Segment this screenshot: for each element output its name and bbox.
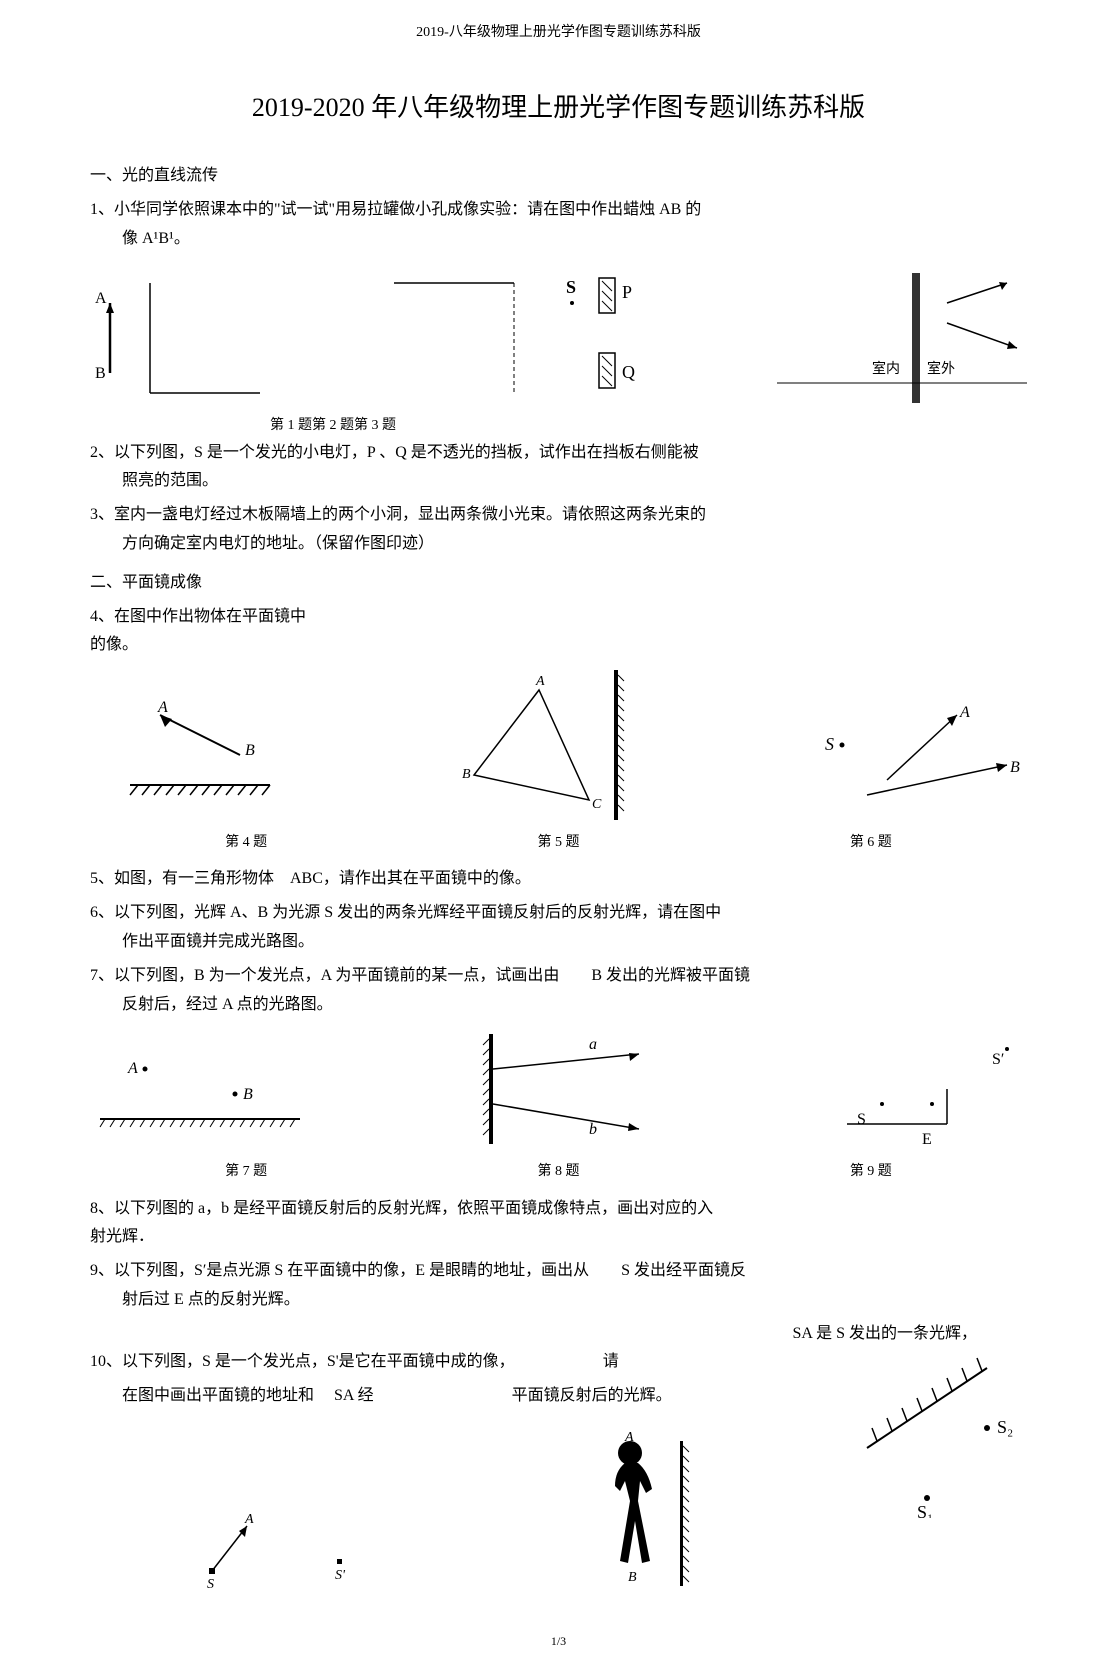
- q10-text-1b: 请: [603, 1353, 619, 1370]
- q4-text-1: 4、在图中作出物体在平面镜中: [90, 608, 306, 625]
- caption-row-456: 第 4 题 第 5 题 第 6 题: [90, 830, 1027, 855]
- q2-text-1: 2、以下列图，S 是一个发光的小电灯，P 、Q 是不透光的挡板，试作出在挡板右侧…: [90, 444, 699, 461]
- fig3-label-indoor: 室内: [872, 360, 900, 377]
- figure-3: 室内 室外 墙: [777, 273, 1027, 403]
- fig9-label-e: E: [922, 1131, 932, 1148]
- q6-text-2: 作出平面镜并完成光路图。: [90, 933, 314, 950]
- question-9: 9、以下列图，S′是点光源 S 在平面镜中的像，E 是眼睛的地址，画出从 S 发…: [90, 1257, 1027, 1315]
- fig6-label-a: A: [959, 704, 970, 721]
- fig6-label-s: S: [825, 734, 834, 754]
- q1-text-line1: 1、小华同学依照课本中的"试一试"用易拉罐做小孔成像实验：请在图中作出蜡烛 AB…: [90, 201, 701, 218]
- question-4: 4、在图中作出物体在平面镜中 的像。: [90, 603, 1027, 661]
- q7-text-2: 反射后，经过 A 点的光路图。: [90, 996, 333, 1013]
- fig6-label-b: B: [1010, 759, 1020, 776]
- fig5-label-b: B: [462, 767, 471, 782]
- figure-10b: A B: [590, 1431, 720, 1591]
- question-1: 1、小华同学依照课本中的"试一试"用易拉罐做小孔成像实验：请在图中作出蜡烛 AB…: [90, 196, 1027, 254]
- fig8-label-a: a: [589, 1036, 597, 1053]
- caption-5: 第 5 题: [404, 830, 713, 855]
- fig9-label-s: S: [857, 1111, 866, 1128]
- caption-123: 第 1 题第 2 题第 3 题: [90, 413, 1027, 438]
- question-3: 3、室内一盏电灯经过木板隔墙上的两个小洞，显出两条微小光束。请依照这两条光束的 …: [90, 501, 1027, 559]
- fig10b-label-b: B: [628, 1570, 637, 1585]
- fig9-label-sp: S′: [992, 1051, 1004, 1068]
- question-10-row: 10、以下列图，S 是一个发光点，S'是它在平面镜中成的像， 请 在图中画出平面…: [90, 1348, 1027, 1601]
- main-title: 2019-2020 年八年级物理上册光学作图专题训练苏科版: [90, 85, 1027, 132]
- q7-text-1: 7、以下列图，B 为一个发光点，A 为平面镜前的某一点，试画出由 B 发出的光辉…: [90, 967, 750, 984]
- fig4-label-a: A: [157, 700, 168, 716]
- caption-row-789: 第 7 题 第 8 题 第 9 题: [90, 1159, 1027, 1184]
- q3-text-2: 方向确定室内电灯的地址。（保留作图印迹）: [90, 535, 434, 552]
- q10-text-1a: 10、以下列图，S 是一个发光点，S'是它在平面镜中成的像，: [90, 1353, 515, 1370]
- figure-9: S′ S E: [827, 1029, 1027, 1149]
- figure-8: a b: [469, 1029, 669, 1149]
- fig8-label-b: b: [589, 1121, 597, 1138]
- figure-row-2: A B: [90, 670, 1027, 820]
- caption-8: 第 8 题: [404, 1159, 713, 1184]
- question-5: 5、如图，有一三角形物体 ABC，请作出其在平面镜中的像。: [90, 865, 1027, 894]
- fig10c-label-s2: S₂: [997, 1417, 1013, 1437]
- figure-7: A B: [90, 1049, 310, 1149]
- q2-text-2: 照亮的范围。: [90, 472, 218, 489]
- caption-7: 第 7 题: [92, 1159, 401, 1184]
- fig7-label-a: A: [127, 1060, 138, 1077]
- figure-row-3: A B: [90, 1029, 1027, 1149]
- fig1-label-a: A: [95, 290, 107, 307]
- figure-2: S P Q: [384, 263, 664, 403]
- section-2-heading: 二、平面镜成像: [90, 569, 1027, 598]
- fig2-label-q: Q: [622, 362, 635, 382]
- caption-6: 第 6 题: [716, 830, 1025, 855]
- q3-text-1: 3、室内一盏电灯经过木板隔墙上的两个小洞，显出两条微小光束。请依照这两条光束的: [90, 506, 706, 523]
- question-7: 7、以下列图，B 为一个发光点，A 为平面镜前的某一点，试画出由 B 发出的光辉…: [90, 962, 1027, 1020]
- q10-text-2b: SA 经: [334, 1387, 374, 1404]
- fig2-label-s: S: [566, 277, 576, 297]
- q4-text-2: 的像。: [90, 636, 138, 653]
- question-8: 8、以下列图的 a，b 是经平面镜反射后的反射光辉，依照平面镜成像特点，画出对应…: [90, 1195, 1027, 1253]
- fig10a-label-a: A: [244, 1512, 254, 1527]
- fig10a-label-s: S: [207, 1577, 214, 1591]
- page-footer: 1/3: [90, 1631, 1027, 1653]
- fig3-label-top: 墙: [912, 273, 926, 275]
- q10-text-2c: 平面镜反射后的光辉。: [512, 1387, 672, 1404]
- q10-pre-text: SA 是 S 发出的一条光辉，: [90, 1320, 1027, 1349]
- q10-text-2a: 在图中画出平面镜的地址和: [122, 1387, 314, 1404]
- fig3-label-outdoor: 室外: [927, 360, 955, 377]
- q9-text-1: 9、以下列图，S′是点光源 S 在平面镜中的像，E 是眼睛的地址，画出从 S 发…: [90, 1262, 746, 1279]
- question-10: 10、以下列图，S 是一个发光点，S'是它在平面镜中成的像， 请 在图中画出平面…: [90, 1348, 827, 1601]
- q8-text-1: 8、以下列图的 a，b 是经平面镜反射后的反射光辉，依照平面镜成像特点，画出对应…: [90, 1200, 713, 1217]
- fig4-label-b: B: [245, 742, 255, 759]
- question-6: 6、以下列图，光辉 A、B 为光源 S 发出的两条光辉经平面镜反射后的反射光辉，…: [90, 899, 1027, 957]
- fig5-label-a: A: [535, 674, 545, 689]
- fig10c-label-s1: S₁: [917, 1502, 933, 1518]
- caption-9: 第 9 题: [716, 1159, 1025, 1184]
- q1-text-line2: 像 A¹B¹。: [90, 230, 190, 247]
- q9-text-2: 射后过 E 点的反射光辉。: [90, 1291, 300, 1308]
- caption-4: 第 4 题: [92, 830, 401, 855]
- figure-row-1: A B S P Q: [90, 263, 1027, 403]
- fig5-label-c: C: [592, 797, 602, 812]
- page-header: 2019-八年级物理上册光学作图专题训练苏科版: [90, 20, 1027, 45]
- fig10a-label-sp: S': [335, 1568, 346, 1583]
- fig1-label-b: B: [95, 365, 106, 382]
- figure-5: A B C: [444, 670, 644, 820]
- figure-1: A B: [90, 273, 270, 403]
- fig2-label-p: P: [622, 282, 632, 302]
- question-2: 2、以下列图，S 是一个发光的小电灯，P 、Q 是不透光的挡板，试作出在挡板右侧…: [90, 439, 1027, 497]
- q6-text-1: 6、以下列图，光辉 A、B 为光源 S 发出的两条光辉经平面镜反射后的反射光辉，…: [90, 904, 721, 921]
- section-1-heading: 一、光的直线流传: [90, 162, 1027, 191]
- figure-10c: S₂ S₁: [847, 1348, 1027, 1518]
- fig7-label-b: B: [243, 1086, 253, 1103]
- fig10b-label-a: A: [624, 1431, 634, 1445]
- figure-4: A B: [90, 700, 290, 820]
- figure-6: S A B: [797, 700, 1027, 820]
- q8-text-2: 射光辉．: [90, 1228, 154, 1245]
- figure-10a: A S S': [197, 1511, 377, 1591]
